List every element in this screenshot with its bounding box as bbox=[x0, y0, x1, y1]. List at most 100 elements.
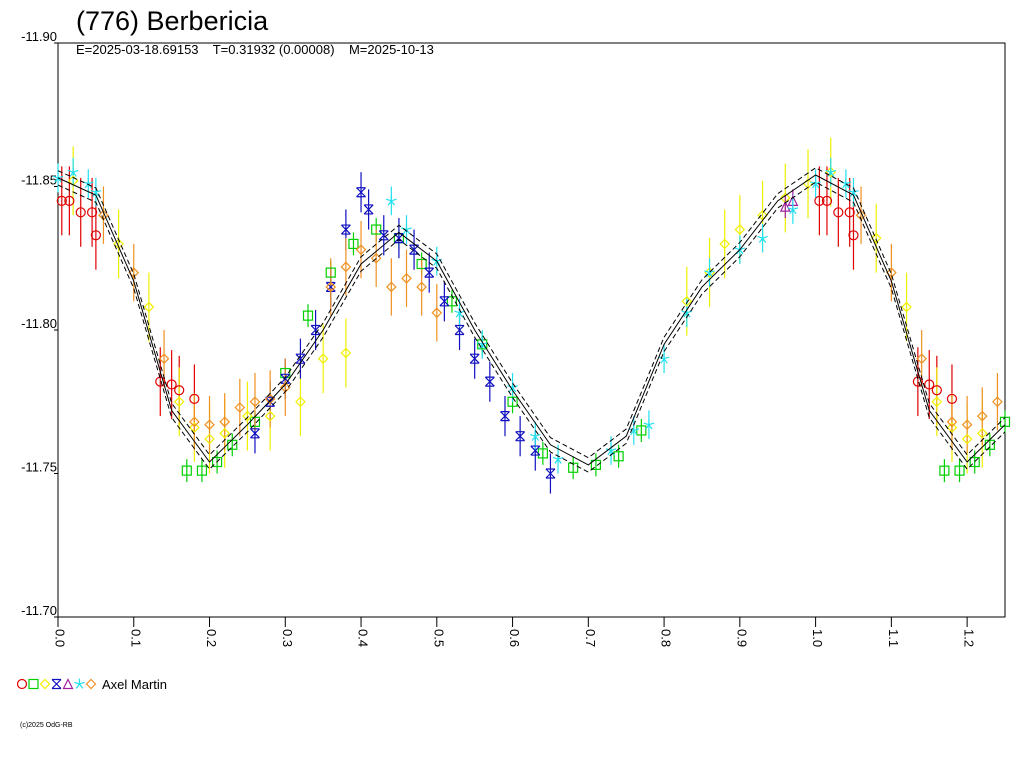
marker bbox=[348, 238, 359, 249]
marker bbox=[719, 238, 731, 250]
marker bbox=[386, 195, 397, 206]
marker bbox=[39, 678, 51, 690]
marker bbox=[931, 396, 943, 408]
marker bbox=[325, 267, 336, 278]
chart-subtitle: E=2025-03-18.69153 T=0.31932 (0.00008) M… bbox=[76, 42, 434, 57]
marker bbox=[870, 232, 882, 244]
marker bbox=[590, 459, 601, 470]
marker bbox=[529, 430, 541, 441]
marker bbox=[219, 427, 231, 439]
marker bbox=[234, 402, 246, 413]
y-tick-label: -11.90 bbox=[21, 29, 57, 44]
marker bbox=[424, 267, 435, 278]
marker bbox=[317, 353, 329, 365]
marker bbox=[64, 195, 75, 206]
x-tick-label: 0.7 bbox=[583, 629, 598, 647]
y-tick-label: -11.75 bbox=[21, 460, 57, 475]
marker bbox=[371, 224, 382, 235]
marker bbox=[52, 172, 64, 183]
marker bbox=[961, 433, 973, 445]
marker bbox=[886, 267, 897, 278]
marker bbox=[204, 419, 215, 431]
marker bbox=[370, 252, 382, 264]
x-tick-label: 0.8 bbox=[659, 629, 674, 647]
marker bbox=[85, 678, 97, 690]
marker bbox=[810, 178, 821, 189]
marker bbox=[385, 281, 397, 293]
marker bbox=[51, 678, 62, 690]
x-tick-label: 0.2 bbox=[204, 629, 219, 647]
marker bbox=[568, 462, 579, 473]
marker bbox=[734, 224, 746, 235]
marker bbox=[779, 200, 791, 212]
x-tick-label: 0.5 bbox=[431, 629, 446, 647]
marker bbox=[250, 428, 260, 439]
marker bbox=[86, 207, 98, 218]
marker bbox=[431, 307, 443, 319]
marker bbox=[310, 324, 321, 336]
marker bbox=[515, 431, 526, 442]
y-tick-label: -11.80 bbox=[21, 316, 57, 331]
marker bbox=[954, 465, 965, 476]
marker bbox=[939, 465, 950, 476]
marker bbox=[401, 224, 412, 235]
marker bbox=[74, 678, 85, 689]
marker bbox=[976, 410, 988, 422]
marker bbox=[416, 258, 427, 270]
marker bbox=[211, 456, 223, 468]
marker bbox=[961, 419, 973, 431]
marker bbox=[363, 204, 374, 215]
marker bbox=[992, 396, 1003, 408]
x-tick-label: 0.9 bbox=[734, 629, 749, 647]
x-tick-label: 1.1 bbox=[886, 629, 901, 647]
marker bbox=[416, 281, 427, 293]
marker bbox=[848, 230, 859, 241]
marker bbox=[484, 376, 495, 387]
x-tick-label: 0.1 bbox=[128, 629, 143, 647]
marker bbox=[158, 353, 170, 365]
marker bbox=[969, 456, 980, 468]
marker bbox=[166, 379, 177, 390]
marker bbox=[90, 186, 102, 197]
marker bbox=[249, 396, 261, 408]
marker bbox=[946, 422, 958, 433]
marker bbox=[704, 267, 715, 278]
marker bbox=[757, 232, 768, 243]
marker bbox=[264, 410, 276, 422]
marker bbox=[409, 244, 419, 255]
x-tick-label: 1.2 bbox=[962, 629, 977, 647]
marker bbox=[62, 678, 74, 690]
marker bbox=[355, 244, 367, 255]
marker bbox=[825, 166, 837, 177]
y-tick-label: -11.85 bbox=[21, 173, 57, 188]
marker bbox=[295, 353, 306, 364]
legend-label: Axel Martin bbox=[102, 677, 167, 692]
marker bbox=[636, 425, 647, 436]
marker bbox=[90, 230, 101, 241]
marker bbox=[833, 207, 844, 218]
x-tick-label: 1.0 bbox=[810, 629, 825, 647]
marker bbox=[28, 678, 39, 690]
marker bbox=[946, 416, 958, 428]
x-tick-label: 0.6 bbox=[507, 629, 522, 647]
marker bbox=[507, 396, 518, 407]
marker bbox=[302, 310, 314, 321]
legend-symbols bbox=[16, 678, 97, 690]
marker bbox=[643, 419, 655, 430]
marker bbox=[16, 678, 28, 690]
marker bbox=[848, 186, 859, 197]
marker bbox=[181, 465, 192, 476]
x-tick-label: 0.4 bbox=[356, 629, 371, 647]
marker bbox=[219, 416, 231, 428]
marker bbox=[439, 296, 450, 307]
marker bbox=[67, 166, 79, 177]
marker bbox=[469, 353, 480, 364]
marker bbox=[280, 373, 291, 384]
marker bbox=[242, 410, 253, 422]
marker bbox=[658, 353, 670, 364]
marker bbox=[840, 178, 852, 189]
fit-band-lower bbox=[57, 181, 1006, 473]
marker bbox=[340, 224, 351, 235]
marker bbox=[844, 207, 855, 218]
marker bbox=[545, 468, 556, 479]
